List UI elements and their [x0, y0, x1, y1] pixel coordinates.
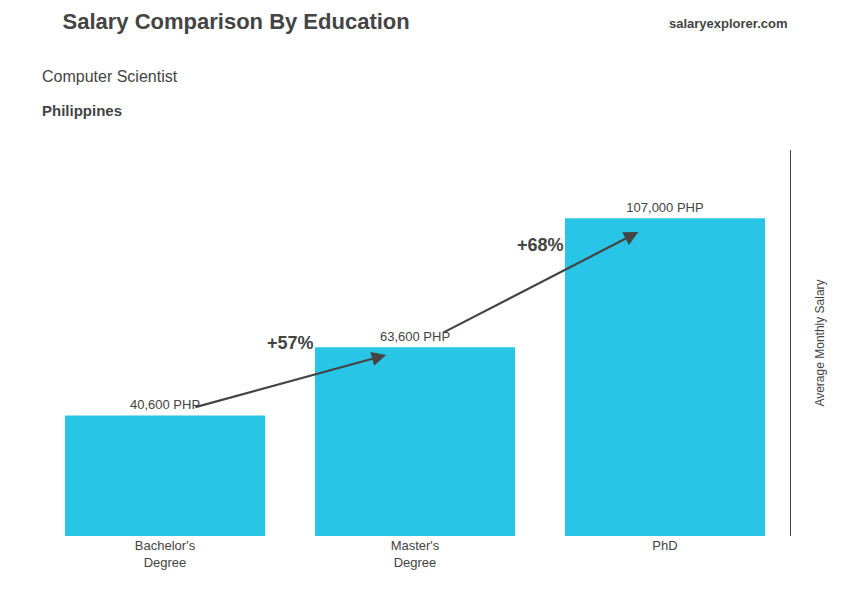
svg-text:salaryexplorer.com: salaryexplorer.com [669, 16, 788, 31]
svg-text:63,600 PHP: 63,600 PHP [380, 329, 450, 344]
svg-text:40,600 PHP: 40,600 PHP [130, 397, 200, 412]
svg-text:Philippines: Philippines [42, 102, 122, 119]
svg-text:Bachelor'sDegree: Bachelor'sDegree [135, 538, 196, 570]
svg-text:107,000 PHP: 107,000 PHP [626, 200, 703, 215]
svg-text:Computer Scientist: Computer Scientist [42, 68, 178, 85]
svg-text:+57%: +57% [267, 333, 314, 353]
svg-text:+68%: +68% [517, 235, 564, 255]
svg-text:Master'sDegree: Master'sDegree [391, 538, 440, 570]
svg-text:Average Monthly Salary: Average Monthly Salary [813, 279, 827, 406]
svg-text:Salary Comparison By Education: Salary Comparison By Education [63, 9, 410, 34]
svg-text:PhD: PhD [652, 538, 677, 553]
